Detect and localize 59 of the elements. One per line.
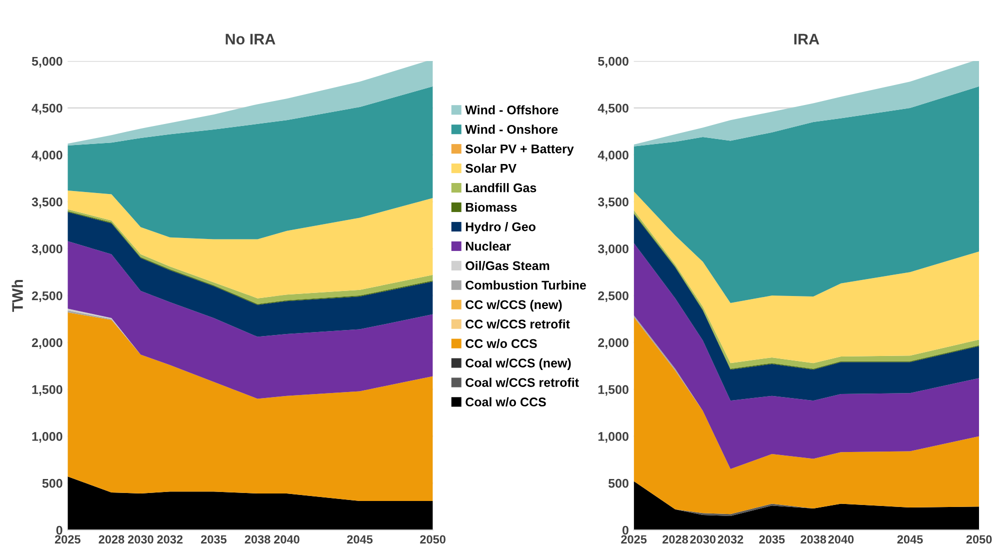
y-tick-label: 1,500	[598, 385, 628, 396]
y-tick-label: 1,000	[32, 432, 62, 443]
x-tick-label: 2045	[347, 535, 373, 544]
y-tick-label: 2,500	[32, 291, 62, 302]
x-tick-label: 2035	[759, 535, 785, 544]
x-tick-label: 2025	[621, 535, 647, 544]
y-tick-label: 1,000	[598, 432, 628, 443]
y-tick-label: 4,000	[598, 150, 628, 162]
y-tick-label: 3,000	[598, 244, 628, 256]
x-tick-label: 2028	[98, 535, 124, 544]
y-tick-label: 2,500	[598, 291, 628, 302]
legend-label: Coal w/CCS retrofit	[466, 378, 579, 388]
y-axis-title: TWh	[12, 280, 23, 312]
x-tick-label: 2032	[157, 535, 183, 544]
x-tick-label: 2050	[966, 535, 992, 544]
y-tick-label: 0	[56, 526, 62, 535]
y-tick-label: 2,000	[598, 338, 628, 349]
y-tick-label: 500	[42, 478, 62, 488]
y-tick-label: 3,500	[32, 198, 62, 208]
x-tick-label: 2040	[828, 535, 854, 544]
legend-label: Wind - Offshore	[465, 105, 558, 114]
x-tick-label: 2030	[128, 535, 154, 544]
x-tick-label: 2030	[690, 535, 716, 544]
legend-label: Hydro / Geo	[466, 222, 536, 234]
y-tick-label: 5,000	[598, 56, 628, 68]
legend-label: Combustion Turbine	[466, 280, 586, 290]
y-tick-label: 4,500	[598, 104, 628, 114]
y-tick-label: 2,000	[32, 338, 62, 349]
y-tick-label: 0	[622, 526, 628, 535]
chart-title: No IRA	[226, 34, 276, 45]
legend-label: Solar PV + Battery	[465, 144, 574, 156]
x-tick-label: 2038	[244, 535, 270, 544]
y-tick-label: 3,500	[598, 198, 628, 208]
y-tick-label: 1,500	[32, 385, 62, 396]
x-tick-label: 2035	[201, 535, 227, 544]
x-tick-label: 2050	[420, 535, 446, 544]
legend-label: Coal w/o CCS	[466, 397, 546, 407]
x-tick-label: 2040	[274, 535, 300, 544]
x-tick-label: 2028	[662, 535, 688, 544]
x-tick-label: 2032	[718, 535, 744, 544]
legend-label: Solar PV	[465, 164, 516, 173]
legend-label: CC w/CCS retrofit	[466, 319, 570, 329]
legend-label: Nuclear	[466, 241, 511, 251]
legend-label: Landfill Gas	[466, 183, 536, 192]
legend-label: CC w/CCS (new)	[466, 300, 562, 312]
x-tick-label: 2025	[54, 535, 80, 544]
y-tick-label: 500	[608, 478, 628, 488]
y-tick-label: 4,500	[32, 104, 62, 114]
legend-label: Oil/Gas Steam	[466, 260, 550, 270]
legend-label: CC w/o CCS	[466, 338, 537, 348]
y-tick-label: 3,000	[32, 244, 62, 256]
legend-label: Coal w/CCS (new)	[466, 358, 571, 370]
x-tick-label: 2038	[800, 535, 826, 544]
x-tick-label: 2045	[897, 535, 923, 544]
y-tick-label: 4,000	[32, 150, 62, 162]
y-tick-label: 5,000	[32, 56, 62, 68]
chart-title: IRA	[794, 34, 820, 44]
legend-label: Biomass	[466, 202, 517, 212]
legend-label: Wind - Onshore	[465, 124, 558, 134]
